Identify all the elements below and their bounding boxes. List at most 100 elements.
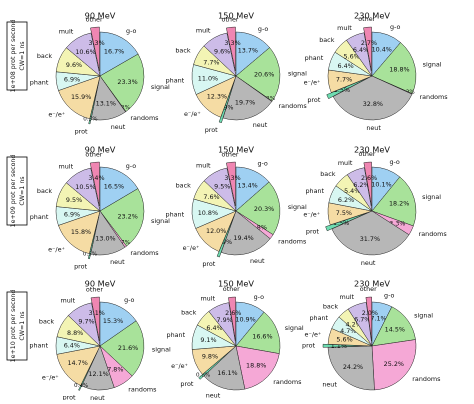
pie-r1c1-label-randoms: randoms <box>130 114 159 122</box>
pie-r2c3-slice-neut <box>331 210 410 256</box>
pie-r2c2-value-prot: 0.9% <box>216 238 232 246</box>
pie-r2c2-value-neut: 19.4% <box>233 234 253 242</box>
pie-r1c2-label-prot: prot <box>205 126 218 134</box>
pie-r3c2-label-other: other <box>223 285 240 293</box>
pie-r3c2-value-g-o: 10.9% <box>235 316 255 324</box>
pie-r3c3-value-other: 2.0% <box>362 309 378 317</box>
pie-r3c3-value-g-o: 7.1% <box>370 315 386 323</box>
pie-r3c3-value-mult: 6.7% <box>354 316 370 324</box>
pie-r3c3-label-randoms: randoms <box>412 375 441 383</box>
pie-r2c3-value-g-o: 10.1% <box>371 180 391 188</box>
pie-r2c2-slice-signal <box>235 181 281 236</box>
pie-r1c1-slice-other <box>90 26 100 72</box>
pie-r3c3-title: 230 MeV <box>354 279 390 289</box>
pie-r3c2-value-phant: 9.1% <box>200 336 216 344</box>
pie-r2c2-label-randoms: randoms <box>278 237 307 245</box>
pie-r2c3-label-e-e: e⁻/e⁺ <box>303 210 320 218</box>
pie-r2c1-label-back: back <box>37 187 52 195</box>
pie-r2c2-value-back: 7.6% <box>203 193 219 201</box>
pie-r3c1-label-back: back <box>39 318 54 326</box>
pie-r2c3-slice-other <box>363 161 372 207</box>
pie-r3c3-value-randoms: 25.2% <box>384 360 404 368</box>
pie-r3c1-label-phant: phant <box>29 341 48 349</box>
pie-r3c3-label-neut: neut <box>322 380 337 388</box>
pie-r2c2-label-e-e: e⁻/e⁺ <box>183 244 200 252</box>
pie-r2c2-value-other: 3.3% <box>224 174 240 182</box>
pie-r1c3-slice-neut <box>332 75 413 121</box>
pie-r2c1-label-e-e: e⁻/e⁺ <box>48 245 65 253</box>
pie-r1c3-value-mult: 6.4% <box>353 46 369 54</box>
pie-r1c3-slice-mult <box>346 32 373 77</box>
pie-r1c1-title: 90 MeV <box>85 11 116 21</box>
pie-r3c2-value-signal: 16.6% <box>252 332 272 340</box>
pie-r3c1-label-randoms: randoms <box>128 386 157 394</box>
pie-r2c1-label-neut: neut <box>110 258 125 266</box>
pie-r1c2-slice-other <box>226 26 236 72</box>
pie-r1c3-label-e-e: e⁻/e⁺ <box>304 78 321 86</box>
pie-r2c1-label-prot: prot <box>74 263 87 271</box>
pie-r2c2-slice-neut <box>220 210 271 256</box>
pie-r2c2-label-mult: mult <box>196 162 211 170</box>
pie-r1c1-label-phant: phant <box>30 78 49 86</box>
pie-r1c2-value-other: 3.3% <box>224 39 240 47</box>
pie-r3c1-value-g-o: 15.3% <box>103 317 123 325</box>
pie-r2c3-label-prot: prot <box>306 228 319 236</box>
pie-r1c3-label-g-o: g-o <box>390 23 400 31</box>
pie-r1c3-label-signal: signal <box>423 60 442 68</box>
pie-r3c2-label-neut: neut <box>206 392 221 400</box>
pie-r1c2-label-randoms: randoms <box>279 102 308 110</box>
pie-r3c2-slice-prot <box>198 349 233 380</box>
pie-r2c3-value-neut: 31.7% <box>360 235 380 243</box>
pie-r2c2-label-back: back <box>176 181 191 189</box>
pie-r2c3-label-g-o: g-o <box>389 158 399 166</box>
pie-r3c1-value-prot: 0.4% <box>74 383 88 389</box>
pie-r3c1-label-mult: mult <box>61 296 76 304</box>
pie-r2c1-label-mult: mult <box>59 162 74 170</box>
pie-r1c3-label-neut: neut <box>366 124 381 132</box>
pie-r3c1-value-signal: 21.6% <box>118 344 138 352</box>
row-label-line: 1e+10 prot per second <box>10 290 17 363</box>
pie-r3c1-value-neut: 12.1% <box>88 370 108 378</box>
pie-r2c1-value-randoms: 0.7% <box>116 240 130 246</box>
pie-r1c2-label-e-e: e⁻/e⁺ <box>184 110 201 118</box>
pie-r3c2-slice-neut <box>203 345 246 391</box>
pie-r2c2-value-e-e: 12.0% <box>206 227 226 235</box>
pie-r3c2-label-g-o: g-o <box>254 293 264 301</box>
pie-r1c3-label-back: back <box>319 36 334 44</box>
pie-r1c2-label-phant: phant <box>166 76 185 84</box>
pie-r3c1-value-mult: 9.7% <box>78 317 94 325</box>
pie-r1c3-value-phant: 6.4% <box>337 62 353 70</box>
pie-r3c3-label-prot: prot <box>302 342 315 350</box>
pie-r1c1-slice-g-o <box>99 31 139 77</box>
pie-r1c2-label-mult: mult <box>196 27 211 35</box>
pie-r1c2-label-back: back <box>175 47 190 55</box>
pie-r2c2-value-signal: 20.3% <box>254 205 274 213</box>
pie-r3c1-value-other: 3.1% <box>89 309 105 317</box>
pie-r3c2-label-prot: prot <box>180 380 193 388</box>
pie-r2c1-value-g-o: 16.5% <box>104 183 124 191</box>
pie-r1c3-slice-prot <box>326 77 368 100</box>
pie-r1c1-label-other: other <box>86 15 103 23</box>
pie-r1c2-label-other: other <box>222 15 239 23</box>
pie-r3c3-slice-randoms <box>371 339 417 391</box>
row-label-line: CW=1 ns <box>19 41 26 70</box>
pie-r2c1-title: 90 MeV <box>85 145 116 155</box>
pie-r1c2-slice-signal <box>235 47 281 102</box>
row-label-line: 1e+09 prot per second <box>10 155 17 228</box>
pie-r2c3-value-mult: 6.2% <box>353 181 369 189</box>
pie-r1c2-slice-mult <box>203 32 237 77</box>
pie-r1c1-slice-signal <box>99 53 145 112</box>
pie-r2c3-value-prot: 1.5% <box>333 219 349 227</box>
pie-r1c3-label-randoms: randoms <box>419 93 448 101</box>
pie-r3c2-slice-other <box>228 296 236 342</box>
pie-r2c2-title: 150 MeV <box>218 145 254 155</box>
pie-r2c3-value-other: 2.6% <box>361 174 377 182</box>
pie-r2c1-label-other: other <box>85 150 102 158</box>
pie-r1c1-label-signal: signal <box>151 83 170 91</box>
pie-r2c1-label-phant: phant <box>30 213 49 221</box>
row-label-2: 1e+09 prot per second CW=1 ns <box>6 155 28 228</box>
pie-r3c2-value-back: 6.4% <box>206 324 222 332</box>
pie-r2c3-value-e-e: 7.5% <box>336 209 352 217</box>
pie-r3c3-label-phant: phant <box>309 314 328 322</box>
